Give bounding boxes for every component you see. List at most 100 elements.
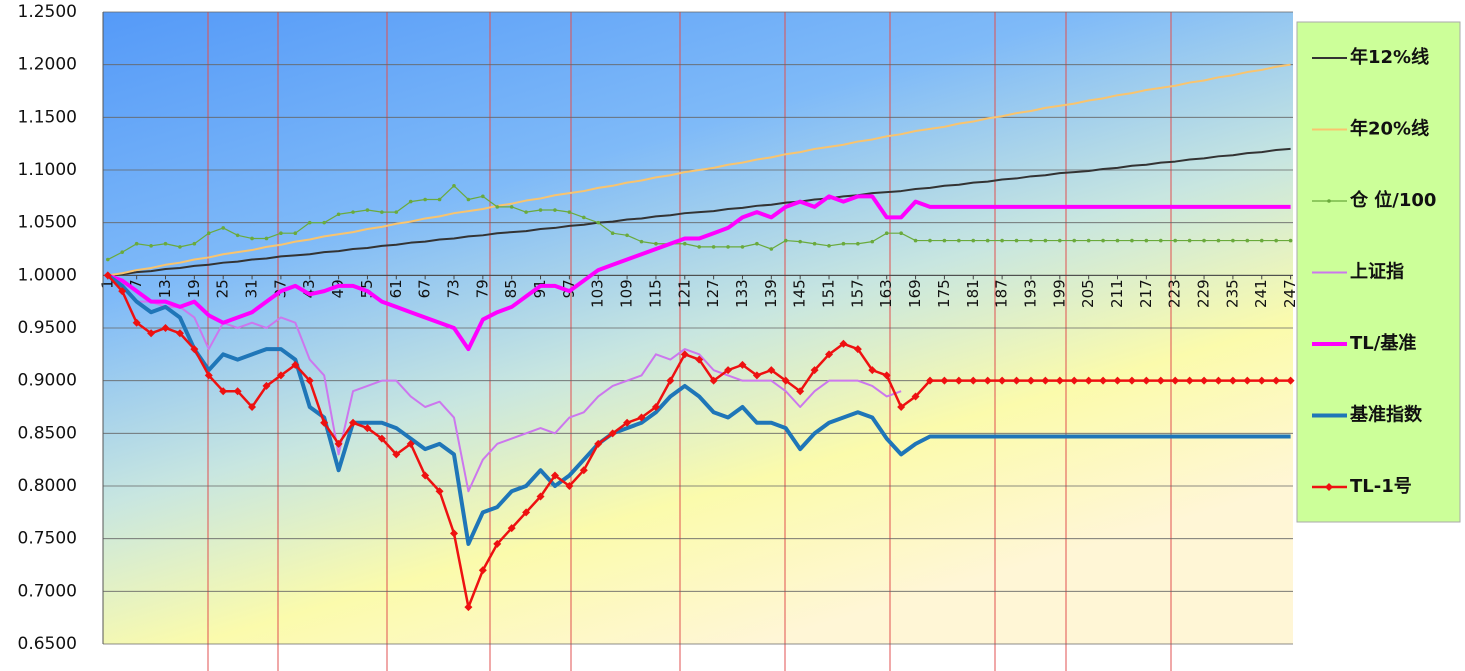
x-tick-label: 193 — [1021, 279, 1039, 308]
point — [796, 387, 805, 396]
point — [276, 371, 285, 380]
point — [466, 197, 471, 202]
point — [1012, 376, 1021, 385]
point — [334, 439, 343, 448]
point — [175, 329, 184, 338]
point — [870, 239, 875, 244]
point — [147, 329, 156, 338]
point — [1228, 376, 1237, 385]
point — [1274, 238, 1278, 243]
x-tick-label: 205 — [1079, 279, 1097, 308]
point — [1072, 238, 1077, 243]
point — [481, 194, 485, 199]
point — [1202, 238, 1206, 243]
point — [637, 413, 646, 422]
point — [377, 434, 386, 443]
x-tick-label: 25 — [214, 279, 232, 298]
point — [553, 208, 557, 212]
point — [1058, 238, 1062, 243]
x-tick-label: 31 — [243, 279, 261, 298]
point — [769, 247, 774, 251]
x-tick-label: 115 — [646, 279, 664, 308]
point — [204, 371, 213, 380]
point — [1127, 376, 1136, 385]
point — [279, 231, 283, 235]
point — [264, 236, 269, 241]
x-tick-label: 103 — [589, 279, 607, 308]
point — [680, 350, 689, 359]
point — [697, 245, 702, 249]
point — [536, 492, 545, 501]
x-tick-label: 247 — [1281, 279, 1299, 308]
point — [899, 231, 903, 235]
point — [798, 239, 802, 244]
y-tick-label: 1.1000 — [18, 160, 77, 180]
series-line — [107, 194, 1291, 352]
point — [781, 376, 790, 385]
y-tick-label: 0.7000 — [18, 581, 77, 601]
point — [363, 424, 372, 433]
x-tick-label: 85 — [502, 279, 520, 298]
series-line — [107, 147, 1291, 277]
point — [1144, 238, 1149, 243]
y-tick-label: 1.2000 — [18, 55, 77, 75]
point — [623, 418, 632, 427]
point — [219, 387, 228, 396]
point — [1187, 238, 1192, 243]
point — [1041, 376, 1050, 385]
legend-label: 上证指 — [1350, 261, 1404, 283]
point — [1086, 238, 1091, 243]
point — [421, 471, 430, 480]
point — [971, 238, 976, 243]
legend-label: 年20%线 — [1350, 118, 1429, 140]
point — [336, 212, 341, 217]
point — [449, 529, 458, 538]
x-tick-label: 127 — [704, 279, 722, 308]
point — [1257, 376, 1266, 385]
point — [1216, 238, 1221, 243]
y-tick-label: 1.0000 — [18, 265, 77, 285]
x-tick-label: 151 — [820, 279, 838, 308]
point — [1055, 376, 1064, 385]
x-tick-label: 175 — [935, 279, 953, 308]
x-tick-label: 181 — [964, 279, 982, 308]
point — [752, 371, 761, 380]
point — [452, 184, 456, 188]
point — [1288, 238, 1293, 243]
point — [882, 371, 891, 380]
series-line — [106, 273, 1291, 546]
point — [596, 220, 601, 225]
point — [925, 376, 934, 385]
point — [161, 324, 170, 332]
point — [884, 231, 889, 235]
y-tick-label: 0.7500 — [18, 529, 77, 549]
point — [437, 197, 442, 202]
point — [493, 539, 502, 548]
point — [262, 381, 271, 390]
point — [106, 257, 110, 262]
legend-label: 基准指数 — [1349, 404, 1423, 426]
point — [380, 210, 384, 214]
point — [897, 403, 906, 411]
point — [567, 210, 572, 214]
point — [293, 231, 298, 235]
point — [1070, 376, 1079, 385]
point — [1130, 238, 1134, 243]
point — [522, 508, 531, 517]
point — [940, 376, 949, 385]
point — [464, 603, 473, 612]
point — [1113, 376, 1122, 385]
point — [565, 482, 574, 490]
point — [957, 238, 961, 243]
x-tick-label: 121 — [675, 279, 693, 308]
point — [1259, 238, 1264, 243]
point — [351, 210, 355, 214]
point — [250, 236, 254, 241]
point — [149, 244, 153, 248]
y-tick-label: 1.2500 — [18, 2, 77, 22]
point — [435, 487, 444, 496]
point — [134, 241, 139, 246]
point — [755, 241, 759, 246]
point — [478, 566, 487, 575]
